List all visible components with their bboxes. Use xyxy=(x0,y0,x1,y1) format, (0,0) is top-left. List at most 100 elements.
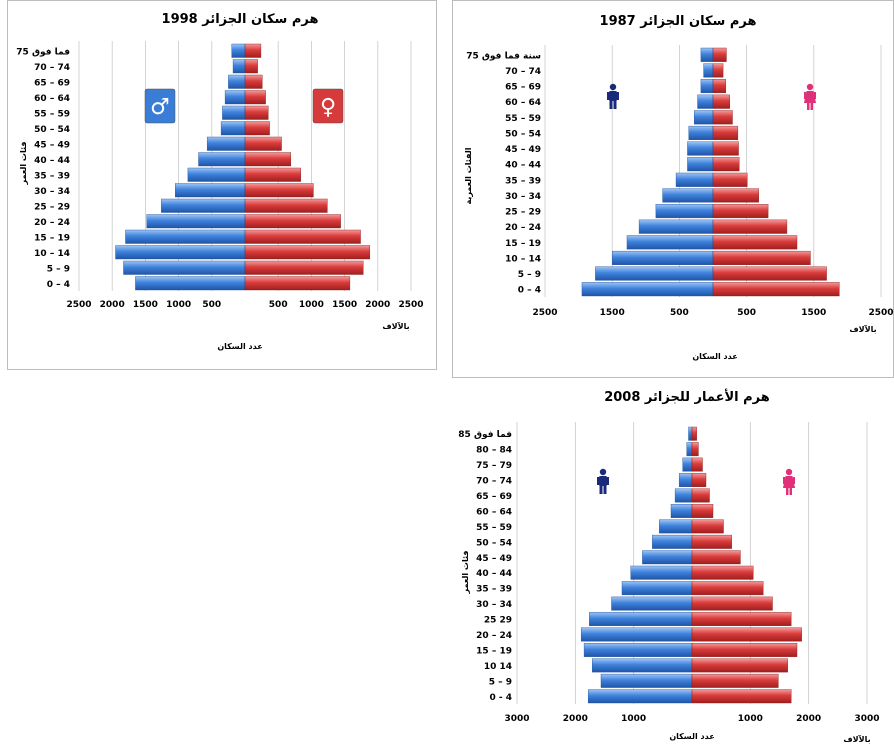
category-label: 5 – 9 xyxy=(518,270,541,280)
category-label: 80 – 84 xyxy=(476,446,512,456)
category-label: 30 – 34 xyxy=(505,192,541,202)
category-label: 0 – 4 xyxy=(518,286,541,296)
bar-female xyxy=(244,121,270,136)
unit-label: بالآلاف xyxy=(382,321,409,331)
bar-female xyxy=(691,565,754,580)
category-label: 20 – 24 xyxy=(34,218,70,228)
y-axis-label: الفئات العمرية xyxy=(464,147,473,204)
bar-female xyxy=(712,79,726,94)
pyramid-chart-1998: هرم سكان الجزائر 1998 0 – 4 5 – 9 10 – 14 15… xyxy=(16,12,423,351)
bar-male xyxy=(611,250,714,265)
bar-female xyxy=(244,214,341,229)
bar-male xyxy=(670,504,693,518)
bar-male xyxy=(224,90,246,105)
bar-female xyxy=(691,658,788,673)
bar-male xyxy=(621,581,693,596)
bar-male xyxy=(688,426,693,441)
category-label: 20 – 24 xyxy=(476,631,512,641)
bar-female xyxy=(712,235,798,250)
bar-male xyxy=(600,673,693,688)
bar-female xyxy=(691,504,714,518)
category-label: 40 – 44 xyxy=(476,569,512,579)
x-tick-label: 2000 xyxy=(100,300,125,310)
bar-female xyxy=(691,627,802,642)
bar-male xyxy=(580,627,693,642)
bar-female xyxy=(244,229,361,244)
bar-female xyxy=(244,152,292,167)
x-axis-label: عدد السكان xyxy=(217,342,262,351)
bar-female xyxy=(712,188,759,203)
bar-male xyxy=(662,188,714,203)
bar-male xyxy=(638,219,714,234)
bar-male xyxy=(135,276,246,291)
bar-male xyxy=(678,473,693,487)
x-tick-label: 1000 xyxy=(166,300,191,310)
bar-male xyxy=(187,167,246,182)
bar-female xyxy=(712,110,733,125)
bar-male xyxy=(220,121,246,136)
bar-female xyxy=(244,276,351,291)
bar-female xyxy=(244,183,314,198)
bar-female xyxy=(691,457,703,472)
bar-male xyxy=(198,152,246,167)
bar-male xyxy=(592,658,693,673)
bar-female xyxy=(712,63,724,78)
category-label: 5 – 9 xyxy=(489,677,512,687)
svg-text:♀: ♀ xyxy=(320,95,336,120)
category-label: 70 – 74 xyxy=(34,63,70,73)
x-tick-label: 2500 xyxy=(868,308,893,318)
x-axis-label: عدد السكان xyxy=(669,732,714,741)
bar-male xyxy=(581,282,714,297)
bar-female xyxy=(691,442,699,457)
bar-female xyxy=(691,473,707,487)
female-figure-icon xyxy=(804,83,816,110)
bar-male xyxy=(688,125,714,140)
bar-male xyxy=(232,59,246,74)
category-label: 75 – 79 xyxy=(476,461,512,471)
bar-female xyxy=(712,94,730,109)
bar-male xyxy=(583,643,693,657)
bar-female xyxy=(712,266,827,281)
category-label: 30 – 34 xyxy=(476,600,512,610)
category-label: 70 – 74 xyxy=(476,477,512,487)
pyramid-chart-2008: هرم الأعمار للجزائر 2008 0 - 4 5 – 9 10 14 1… xyxy=(458,388,879,744)
category-label: 40 – 44 xyxy=(505,161,541,171)
female-figure-icon xyxy=(783,468,795,495)
category-label: 40 – 44 xyxy=(34,156,70,166)
chart-panel-2008: هرم الأعمار للجزائر 2008 0 - 4 5 – 9 10 14 1… xyxy=(452,382,894,749)
bar-female xyxy=(712,250,811,265)
bar-male xyxy=(686,442,693,457)
bar-male xyxy=(175,183,246,198)
bar-female xyxy=(691,426,697,441)
bar-male xyxy=(700,79,714,94)
category-label: 10 – 14 xyxy=(505,254,541,264)
x-tick-label: 2500 xyxy=(398,300,423,310)
category-label: 30 – 34 xyxy=(34,187,70,197)
category-label: 45 – 49 xyxy=(505,145,541,155)
x-tick-label: 2500 xyxy=(532,308,557,318)
bar-male xyxy=(228,74,246,89)
bar-male xyxy=(652,534,693,549)
category-label: 0 – 4 xyxy=(47,280,70,290)
category-label: 35 – 39 xyxy=(476,585,512,595)
bar-female xyxy=(691,612,792,626)
category-label: 65 – 69 xyxy=(476,492,512,502)
bar-male xyxy=(674,488,693,503)
chart-title: هرم سكان الجزائر 1987 xyxy=(600,14,757,29)
bar-female xyxy=(712,204,769,219)
bar-male xyxy=(161,198,246,213)
bar-female xyxy=(712,219,788,234)
bar-male xyxy=(231,43,246,58)
bar-female xyxy=(691,488,710,503)
bar-female xyxy=(712,141,739,156)
bar-female xyxy=(244,43,262,58)
bar-male xyxy=(587,689,693,704)
male-figure-icon xyxy=(597,468,609,494)
x-tick-label: 1000 xyxy=(621,714,646,724)
bar-male xyxy=(697,94,714,109)
chart-title: هرم سكان الجزائر 1998 xyxy=(162,12,319,27)
bar-female xyxy=(244,59,258,74)
category-label: 25 – 29 xyxy=(505,208,541,218)
category-label: 50 – 54 xyxy=(505,129,541,139)
bar-male xyxy=(589,612,693,626)
